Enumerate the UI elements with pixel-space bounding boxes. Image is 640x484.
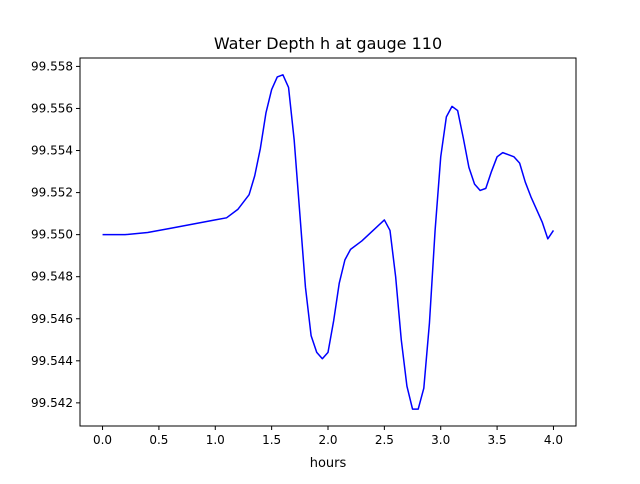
- y-tick-label: 99.558: [31, 59, 73, 73]
- x-tick-label: 4.0: [544, 433, 563, 447]
- y-tick-label: 99.556: [31, 101, 73, 115]
- x-tick-label: 1.5: [262, 433, 281, 447]
- plot-area: 0.0 0.5 1.0 1.5 2.0 2.5 3.0 3.5 4.0 99.542 99.544 9…: [31, 57, 577, 447]
- y-tick-label: 99.546: [31, 312, 73, 326]
- y-tick-label: 99.544: [31, 354, 73, 368]
- x-tick-label: 0.0: [93, 433, 112, 447]
- x-tick-label: 0.5: [149, 433, 168, 447]
- x-axis-label: hours: [310, 456, 347, 471]
- x-tick-label: 1.0: [206, 433, 225, 447]
- y-tick-label: 99.550: [31, 228, 73, 242]
- x-tick-label: 2.5: [375, 433, 394, 447]
- series-line-0: [102, 74, 555, 410]
- y-tick-label: 99.554: [31, 144, 73, 158]
- y-tick-label: 99.542: [31, 396, 73, 410]
- x-tick-label: 3.5: [488, 433, 507, 447]
- x-tick-label: 3.0: [431, 433, 450, 447]
- x-tick-label: 2.0: [318, 433, 337, 447]
- y-tick-label: 99.552: [31, 186, 73, 200]
- chart-title: Water Depth h at gauge 110: [214, 34, 442, 53]
- y-tick-label: 99.548: [31, 270, 73, 284]
